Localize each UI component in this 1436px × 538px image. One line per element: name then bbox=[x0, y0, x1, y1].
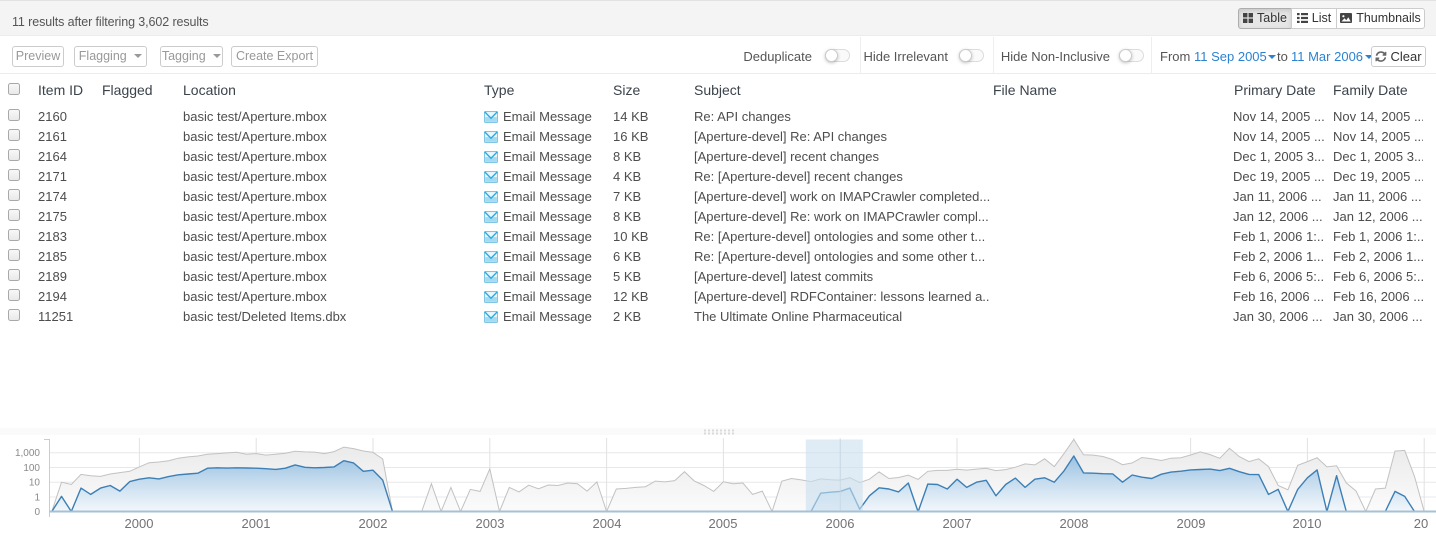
svg-text:2005: 2005 bbox=[709, 516, 738, 531]
svg-text:2009: 2009 bbox=[1177, 516, 1206, 531]
svg-text:2007: 2007 bbox=[943, 516, 972, 531]
svg-text:2001: 2001 bbox=[242, 516, 271, 531]
svg-text:2003: 2003 bbox=[476, 516, 505, 531]
svg-text:2006: 2006 bbox=[826, 516, 855, 531]
svg-text:2000: 2000 bbox=[125, 516, 154, 531]
svg-text:1: 1 bbox=[34, 493, 40, 504]
svg-text:20: 20 bbox=[1414, 516, 1428, 531]
svg-text:2002: 2002 bbox=[359, 516, 388, 531]
svg-text:10: 10 bbox=[29, 478, 41, 489]
svg-text:2010: 2010 bbox=[1293, 516, 1322, 531]
svg-text:2004: 2004 bbox=[593, 516, 622, 531]
svg-text:2008: 2008 bbox=[1060, 516, 1089, 531]
svg-text:0: 0 bbox=[34, 507, 40, 518]
svg-text:100: 100 bbox=[23, 463, 40, 474]
svg-text:1,000: 1,000 bbox=[15, 448, 40, 459]
